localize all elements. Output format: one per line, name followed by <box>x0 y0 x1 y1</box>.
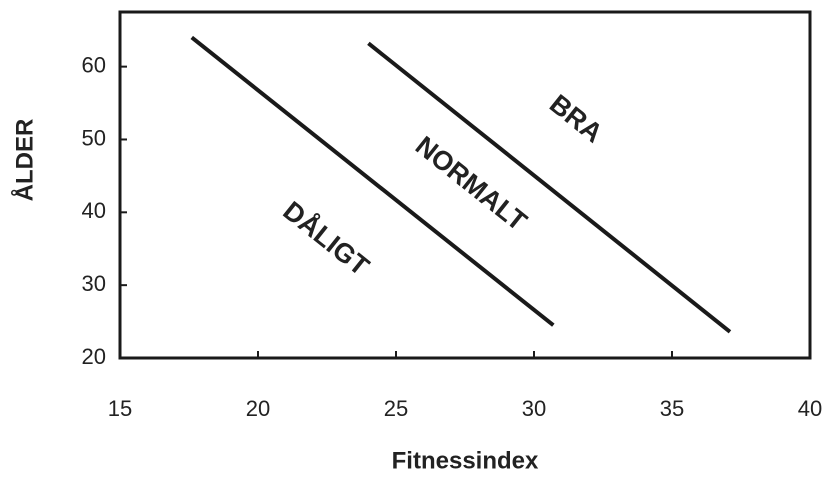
x-axis-label: Fitnessindex <box>392 447 539 474</box>
x-tick-label: 20 <box>246 396 270 421</box>
x-tick-label: 15 <box>108 396 132 421</box>
x-tick-label: 30 <box>522 396 546 421</box>
series-line <box>367 41 732 334</box>
y-tick-label: 40 <box>82 198 106 223</box>
plot-frame <box>118 10 812 360</box>
x-tick-label: 25 <box>384 396 408 421</box>
y-axis-label: ÅLDER <box>10 119 38 202</box>
y-tick-label: 60 <box>82 52 106 77</box>
series-line <box>190 35 555 327</box>
x-tick-label: 40 <box>798 396 822 421</box>
y-tick-label: 20 <box>82 344 106 369</box>
x-tick-label: 35 <box>660 396 684 421</box>
region-label: BRA <box>544 89 608 149</box>
y-tick-label: 50 <box>82 125 106 150</box>
region-label: NORMALT <box>410 130 533 237</box>
y-tick-label: 30 <box>82 271 106 296</box>
region-label: DÅLIGT <box>278 195 376 282</box>
